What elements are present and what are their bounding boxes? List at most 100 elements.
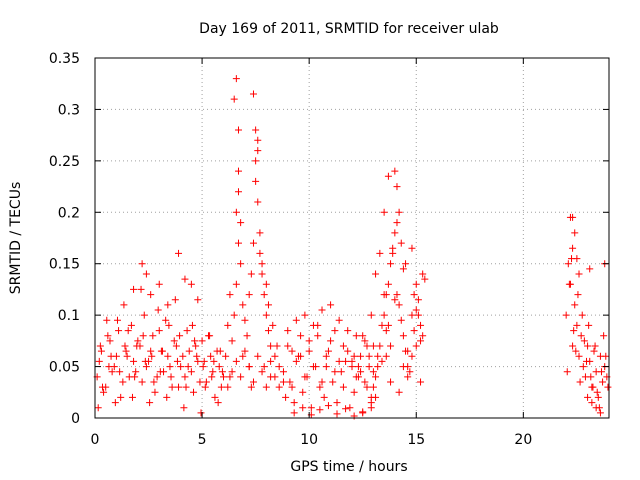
data-point [417, 337, 425, 345]
data-point [121, 342, 129, 350]
data-point [232, 280, 240, 288]
data-point [170, 337, 178, 345]
y-tick-label: 0.1 [58, 308, 80, 324]
data-point [600, 332, 608, 340]
data-point [395, 208, 403, 216]
chart-title: Day 169 of 2011, SRMTID for receiver ula… [199, 21, 499, 37]
data-point [254, 147, 262, 155]
data-point [172, 342, 180, 350]
data-point [365, 352, 373, 360]
data-point [179, 352, 187, 360]
data-point [184, 363, 192, 371]
data-point [305, 337, 313, 345]
data-point [158, 347, 166, 355]
x-axis-label: GPS time / hours [290, 459, 407, 475]
data-point [107, 352, 115, 360]
data-point [245, 291, 253, 299]
data-point [214, 399, 222, 407]
data-point [299, 388, 307, 396]
data-point [196, 378, 204, 386]
y-tick-label: 0.05 [49, 360, 80, 376]
data-point [176, 332, 184, 340]
data-point [228, 368, 236, 376]
data-point [410, 327, 418, 335]
data-point [100, 388, 108, 396]
data-point [419, 332, 427, 340]
data-point [393, 219, 401, 227]
data-point [220, 373, 227, 381]
data-point [591, 342, 599, 350]
data-point [357, 368, 365, 376]
data-point [572, 347, 580, 355]
data-point [404, 347, 412, 355]
data-point [593, 388, 601, 396]
data-point [279, 368, 287, 376]
data-point [267, 342, 275, 350]
data-point [562, 311, 570, 319]
axis-ticks [94, 57, 609, 419]
data-point [576, 378, 584, 386]
data-point [367, 393, 375, 401]
data-point [141, 357, 149, 365]
data-point [96, 342, 104, 350]
data-point [192, 342, 200, 350]
data-point [267, 357, 275, 365]
data-point [168, 383, 176, 391]
data-point [584, 393, 592, 401]
data-point [148, 352, 156, 360]
data-point [339, 383, 347, 391]
data-point [228, 337, 236, 345]
data-point [602, 352, 610, 360]
data-point [372, 270, 380, 278]
data-point [224, 383, 232, 391]
data-point [374, 363, 382, 371]
data-point [149, 332, 157, 340]
data-point [117, 393, 125, 401]
data-point [134, 337, 142, 345]
data-point [226, 373, 234, 381]
data-point [335, 357, 343, 365]
data-point [318, 306, 326, 314]
data-point [106, 337, 114, 345]
data-point [588, 399, 596, 407]
data-point [142, 270, 150, 278]
data-point [198, 337, 206, 345]
data-point [565, 280, 573, 288]
data-point [166, 363, 174, 371]
data-point [571, 301, 579, 309]
data-point [217, 383, 225, 391]
data-point [393, 291, 401, 299]
data-point [188, 321, 196, 329]
data-point [247, 270, 255, 278]
data-point [215, 363, 223, 371]
data-point [320, 393, 328, 401]
data-point [153, 373, 161, 381]
data-point [230, 311, 238, 319]
data-point [372, 373, 380, 381]
data-point [282, 393, 290, 401]
y-tick-label: 0.25 [49, 154, 80, 170]
x-tick-label: 10 [300, 432, 318, 448]
data-point [384, 172, 392, 180]
data-point [324, 347, 332, 355]
data-point [573, 255, 581, 263]
data-point [104, 332, 112, 340]
data-point [594, 393, 602, 401]
data-point [115, 327, 123, 335]
data-point [376, 342, 384, 350]
data-point [183, 327, 191, 335]
data-point [190, 388, 198, 396]
data-point [305, 347, 313, 355]
data-point [292, 357, 300, 365]
data-point [258, 368, 266, 376]
data-point [569, 213, 577, 221]
data-point [367, 311, 375, 319]
data-point [414, 296, 422, 304]
data-point [365, 363, 373, 371]
data-point [380, 208, 388, 216]
data-point [417, 321, 425, 329]
data-point [254, 198, 262, 206]
data-point [316, 383, 324, 391]
data-points [93, 75, 612, 420]
data-point [359, 332, 367, 340]
